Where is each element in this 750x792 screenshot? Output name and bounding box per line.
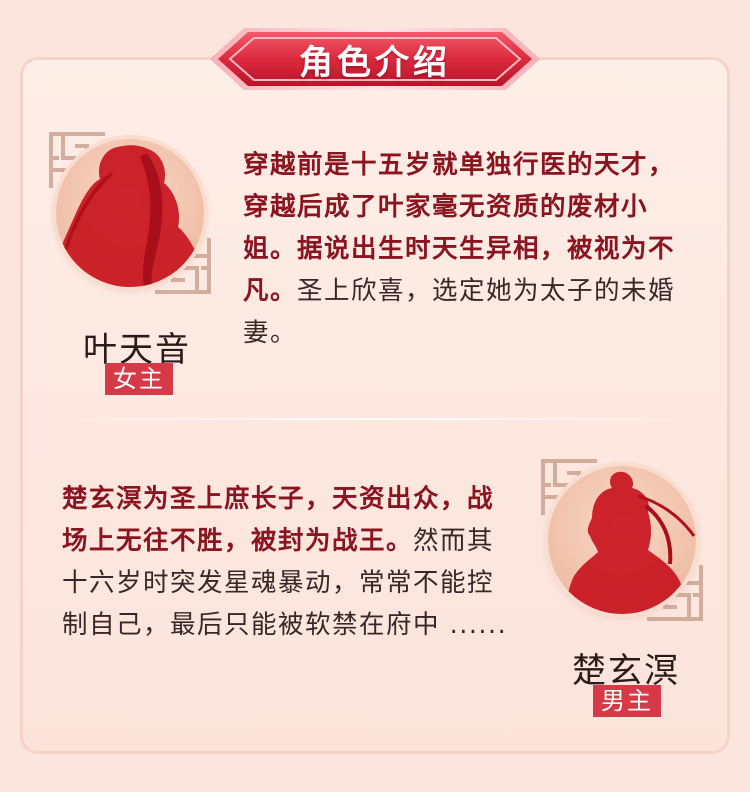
male-silhouette-icon bbox=[566, 471, 696, 614]
character-description: 穿越前是十五岁就单独行医的天才，穿越后成了叶家毫无资质的废材小姐。据说出生时天生… bbox=[243, 144, 693, 354]
description-text: 然而其十六岁时突发星魂暴动，常常不能控制自己，最后只能被软禁在府中 ...... bbox=[62, 526, 508, 640]
banner-ribbon-icon bbox=[210, 28, 540, 90]
description-text: 圣上欣喜，选定她为太子的未婚妻。 bbox=[243, 276, 676, 348]
description-highlight: 楚玄溟为圣上庶长子，天资出众，战场上无往不胜，被封为战王。 bbox=[62, 484, 495, 556]
portrait-hero bbox=[537, 455, 707, 625]
description-highlight: 穿越前是十五岁就单独行医的天才，穿越后成了叶家毫无资质的废材小姐。据说出生时天生… bbox=[243, 150, 676, 306]
section-banner: 角色介绍 bbox=[210, 20, 540, 98]
character-role-badge: 女主 bbox=[105, 363, 173, 395]
portrait-heroine bbox=[45, 128, 215, 298]
banner-title: 角色介绍 bbox=[299, 42, 451, 83]
section-divider bbox=[20, 418, 730, 420]
portrait-frame bbox=[56, 139, 204, 287]
female-silhouette-icon bbox=[56, 145, 204, 287]
portrait-frame bbox=[548, 466, 696, 614]
character-name: 楚玄溟 bbox=[572, 651, 680, 691]
character-role-badge: 男主 bbox=[593, 685, 661, 717]
character-description: 楚玄溟为圣上庶长子，天资出众，战场上无往不胜，被封为战王。然而其十六岁时突发星魂… bbox=[62, 478, 517, 646]
